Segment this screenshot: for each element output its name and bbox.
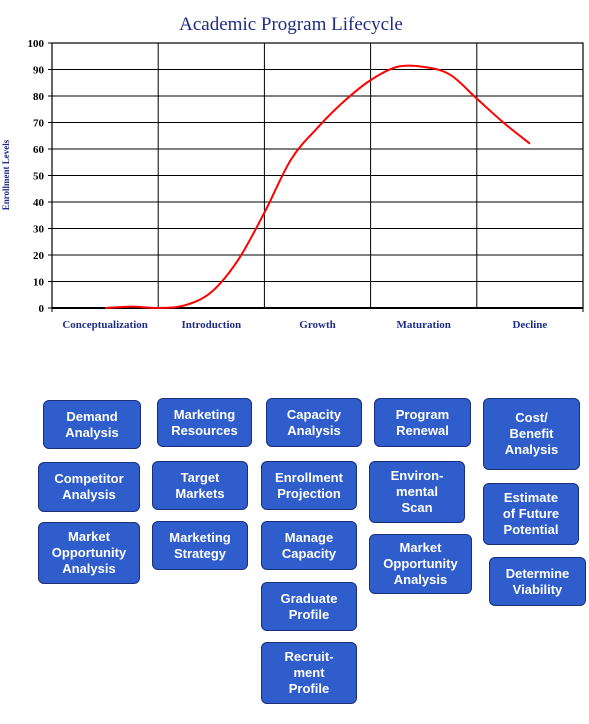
y-tick-label: 10 (33, 277, 45, 289)
box-cost-benefit-analysis: Cost/ Benefit Analysis (483, 398, 580, 470)
y-axis-label: Enrollment Levels (1, 139, 11, 210)
y-tick-label: 90 (33, 65, 45, 77)
box-determine-viability: Determine Viability (489, 557, 586, 606)
chart-title: Academic Program Lifecycle (179, 14, 403, 35)
box-environmental-scan: Environ- mental Scan (369, 461, 465, 523)
y-tick-label: 30 (33, 224, 45, 236)
x-category-label: Growth (299, 319, 335, 331)
x-category-label: Maturation (397, 319, 451, 331)
box-target-markets: Target Markets (152, 461, 248, 510)
box-marketing-resources: Marketing Resources (157, 398, 252, 447)
box-graduate-profile: Graduate Profile (261, 582, 357, 631)
box-recruitment-profile: Recruit- ment Profile (261, 642, 357, 704)
box-marketing-strategy: Marketing Strategy (152, 521, 248, 570)
y-tick-label: 60 (33, 144, 45, 156)
box-program-renewal: Program Renewal (374, 398, 471, 447)
y-tick-label: 80 (33, 91, 45, 103)
x-category-label: Introduction (181, 319, 241, 331)
box-demand-analysis: Demand Analysis (43, 400, 141, 449)
box-competitor-analysis: Competitor Analysis (38, 462, 140, 512)
y-tick-label: 70 (33, 118, 45, 130)
box-capacity-analysis: Capacity Analysis (266, 398, 362, 447)
x-category-label: Conceptualization (62, 319, 148, 331)
y-tick-label: 40 (33, 197, 45, 209)
y-tick-label: 100 (28, 38, 45, 50)
y-tick-label: 0 (39, 303, 45, 315)
y-tick-label: 20 (33, 250, 45, 262)
enrollment-line (105, 64, 531, 310)
x-category-label: Decline (512, 319, 547, 331)
box-market-opportunity-analysis: Market Opportunity Analysis (38, 522, 140, 584)
box-enrollment-projection: Enrollment Projection (261, 461, 357, 510)
box-market-opportunity-analysis-2: Market Opportunity Analysis (369, 534, 472, 594)
box-estimate-future-potential: Estimate of Future Potential (483, 483, 579, 545)
box-manage-capacity: Manage Capacity (261, 521, 357, 570)
y-tick-label: 50 (33, 171, 45, 183)
lifecycle-chart: Academic Program Lifecycle Enrollment Le… (1, 14, 584, 331)
